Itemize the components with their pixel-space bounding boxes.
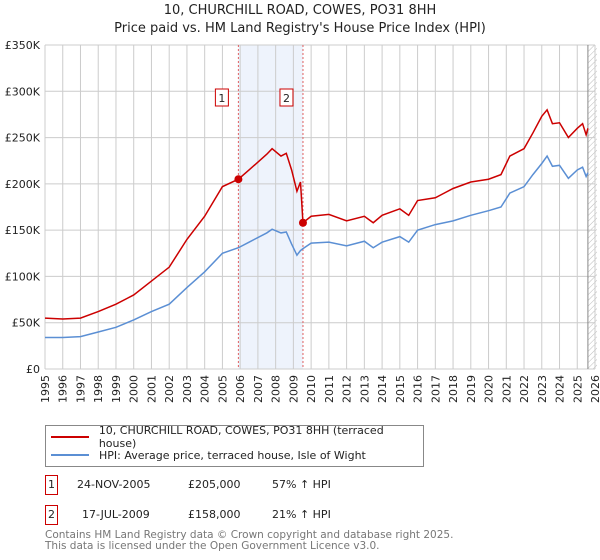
transaction-row: 1 24-NOV-2005 £205,000 57% ↑ HPI	[45, 475, 445, 495]
forecast-hatch	[587, 45, 597, 369]
x-tick-label: 2001	[145, 375, 158, 403]
x-tick-label: 2016	[412, 375, 425, 403]
x-tick-label: 1998	[92, 375, 105, 403]
legend-item-property: 10, CHURCHILL ROAD, COWES, PO31 8HH (ter…	[51, 424, 423, 450]
x-tick-label: 2012	[341, 375, 354, 403]
price-chart: 1995 1996 1997 1998 1999 2000 2001 2002 2003 2004…	[5, 39, 600, 403]
transaction-badge: 2	[45, 505, 58, 525]
chart-title: 10, CHURCHILL ROAD, COWES, PO31 8HH	[163, 3, 437, 18]
x-tick-label: 2002	[163, 375, 176, 403]
property-price-line	[44, 108, 589, 320]
x-tick-label: 2013	[358, 375, 371, 403]
x-tick-label: 2025	[571, 375, 584, 403]
x-tick-label: 1999	[110, 375, 123, 403]
x-tick-label: 2005	[216, 375, 229, 403]
footer-licence: This data is licensed under the Open Gov…	[45, 540, 380, 552]
transaction-row: 2 17-JUL-2009 £158,000 21% ↑ HPI	[45, 505, 445, 525]
x-tick-label: 2022	[518, 375, 531, 403]
x-tick-label: 2020	[483, 375, 496, 403]
x-tick-label: 2018	[447, 375, 460, 403]
sale-label: 1	[218, 92, 225, 105]
y-tick-label: £150K	[5, 224, 41, 237]
transaction-date: 17-JUL-2009	[82, 508, 150, 521]
x-tick-label: 2008	[270, 375, 283, 403]
transaction-badge: 1	[45, 475, 58, 495]
sale-point	[298, 218, 307, 227]
y-tick-label: £250K	[5, 132, 41, 145]
x-tick-label: 2000	[128, 375, 141, 403]
transaction-price: £158,000	[188, 508, 241, 521]
y-tick-label: £100K	[5, 270, 41, 283]
x-tick-label: 1996	[57, 375, 70, 403]
sale-label-box	[279, 88, 294, 107]
transaction-hpi: 21% ↑ HPI	[272, 508, 331, 521]
x-tick-label: 2006	[234, 375, 247, 403]
hpi-line	[45, 154, 589, 339]
legend-label: HPI: Average price, terraced house, Isle…	[99, 448, 366, 462]
sale-label: 2	[283, 92, 290, 105]
x-tick-label: 1997	[74, 375, 87, 403]
x-tick-label: 2010	[305, 375, 318, 403]
x-tick-label: 2011	[323, 375, 336, 403]
y-tick-label: £200K	[5, 178, 41, 191]
x-tick-label: 2024	[554, 375, 567, 403]
x-tick-label: 2003	[181, 375, 194, 403]
footer: Contains HM Land Registry data © Crown c…	[45, 530, 453, 552]
legend-swatch	[51, 454, 89, 456]
x-tick-label: 2019	[465, 375, 478, 403]
y-tick-label: £50K	[12, 317, 41, 330]
y-tick-label: £0	[26, 363, 40, 376]
footer-copyright: Contains HM Land Registry data © Crown c…	[45, 529, 454, 541]
y-tick-label: £350K	[5, 39, 41, 52]
transaction-price: £205,000	[188, 478, 241, 491]
legend-swatch	[51, 436, 89, 438]
x-tick-label: 2007	[252, 375, 265, 403]
x-tick-label: 2017	[429, 375, 442, 403]
sale-label-box	[214, 88, 229, 107]
x-tick-label: 2021	[500, 375, 513, 403]
x-tick-label: 2014	[376, 375, 389, 403]
x-tick-label: 2015	[394, 375, 407, 403]
transaction-date: 24-NOV-2005	[77, 478, 151, 491]
legend-item-hpi: HPI: Average price, terraced house, Isle…	[51, 447, 366, 463]
transaction-hpi: 57% ↑ HPI	[272, 478, 331, 491]
x-tick-label: 2023	[536, 375, 549, 403]
chart-subtitle: Price paid vs. HM Land Registry's House …	[114, 21, 486, 36]
sale-point	[234, 175, 243, 184]
legend: 10, CHURCHILL ROAD, COWES, PO31 8HH (ter…	[45, 424, 424, 467]
legend-label: 10, CHURCHILL ROAD, COWES, PO31 8HH (ter…	[98, 424, 384, 450]
x-tick-label: 2004	[199, 375, 212, 403]
y-tick-label: £300K	[5, 85, 41, 98]
x-tick-label: 2009	[287, 375, 300, 403]
x-tick-label: 1995	[39, 375, 52, 403]
x-tick-label: 2026	[589, 375, 600, 403]
